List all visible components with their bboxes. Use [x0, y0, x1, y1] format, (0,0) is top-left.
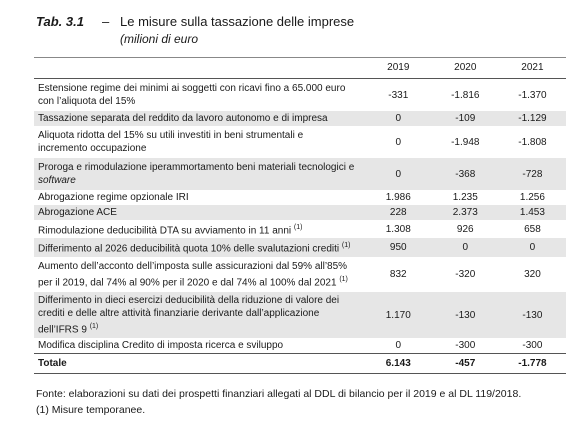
table-row: Estensione regime dei minimi ai soggetti… — [34, 79, 566, 112]
value-cell: 320 — [524, 268, 541, 280]
total-value: -457 — [431, 353, 499, 375]
value-cell: -331 — [388, 89, 409, 101]
row-description: Abrogazione ACE — [34, 205, 365, 220]
footnote: (1) Misure temporanee. — [36, 404, 146, 416]
table-row: Tassazione separata del reddito da lavor… — [34, 111, 566, 126]
value-cell: 1.256 — [519, 192, 545, 203]
value-cell: -300 — [455, 340, 476, 352]
row-description: Proroga e rimodulazione iperammortamento… — [34, 158, 365, 190]
value-cell: 1.986 — [385, 192, 411, 203]
row-description: Aumento dell’acconto dell’imposta sulle … — [34, 257, 365, 292]
description-line: crediti e delle altre attività finanziar… — [38, 307, 320, 319]
description-line: dell’IFRS 9 — [38, 324, 87, 336]
value-cell: -1.370 — [518, 89, 547, 101]
value-cell: 0 — [364, 158, 432, 190]
value-cell: -130 — [431, 291, 499, 339]
total-value: 6.143 — [364, 353, 432, 375]
footnote-marker: (1) — [341, 242, 351, 250]
table-title: Le misure sulla tassazione delle imprese — [120, 14, 355, 29]
row-description: Modifica disciplina Credito di imposta r… — [34, 338, 365, 354]
table-row: Aliquota ridotta del 15% su utili invest… — [34, 126, 566, 158]
table-header-row: 2019 2020 2021 — [34, 57, 566, 79]
value-cell: 1.453 — [498, 205, 566, 220]
value-cell: 658 — [524, 223, 541, 235]
header-desc — [34, 57, 365, 79]
total-label: Totale — [34, 353, 365, 375]
description-line: Abrogazione regime opzionale IRI — [38, 192, 189, 203]
description-line: Differimento in dieci esercizi deducibil… — [38, 294, 340, 306]
description-line: Estensione regime dei minimi ai soggetti… — [38, 83, 346, 94]
description-line: con l’aliquota del 15% — [38, 96, 136, 107]
value-cell: 0 — [498, 238, 566, 257]
value-cell: 0 — [431, 238, 499, 257]
value-cell: -368 — [431, 158, 499, 190]
total-value: -1.778 — [498, 353, 566, 375]
table-row: Rimodulazione deducibilità DTA su avviam… — [34, 220, 566, 238]
value-cell: -1.948 — [451, 136, 480, 148]
source-note: Fonte: elaborazioni su dati dei prospett… — [36, 388, 522, 400]
description-line: software — [38, 175, 76, 186]
description-line: Modifica disciplina Credito di imposta r… — [38, 340, 284, 352]
value-cell: 1.170 — [364, 291, 432, 339]
row-description: Rimodulazione deducibilità DTA su avviam… — [34, 220, 365, 238]
table-number: Tab. 3.1 — [36, 14, 84, 29]
row-description: Estensione regime dei minimi ai soggetti… — [34, 79, 365, 112]
header-year: 2021 — [498, 57, 566, 79]
value-cell: 0 — [364, 111, 432, 126]
description-line: Rimodulazione deducibilità DTA su avviam… — [38, 225, 292, 237]
value-cell: -130 — [498, 291, 566, 339]
value-cell: 0 — [395, 340, 402, 352]
footnote-marker: (1) — [339, 275, 348, 283]
table-row: Abrogazione regime opzionale IRI 1.986 1.2… — [34, 190, 566, 205]
value-cell: 832 — [389, 268, 407, 280]
header-year: 2020 — [431, 57, 499, 79]
footnote-marker: (1) — [293, 224, 303, 231]
description-line: Aliquota ridotta del 15% su utili invest… — [38, 130, 304, 141]
value-cell: -109 — [431, 111, 499, 126]
table-row: Modifica disciplina Credito di imposta r… — [34, 338, 566, 354]
row-description: Aliquota ridotta del 15% su utili invest… — [34, 126, 365, 158]
value-cell: -1.808 — [518, 136, 547, 148]
value-cell: -728 — [498, 158, 566, 190]
row-description: Abrogazione regime opzionale IRI — [34, 190, 365, 205]
description-line: incremento occupazione — [38, 143, 147, 154]
row-description: Differimento al 2026 deducibilità quota … — [34, 238, 365, 257]
value-cell: -300 — [522, 340, 543, 352]
value-cell: 228 — [364, 205, 432, 220]
title-dash: – — [102, 14, 110, 29]
description-line: Tassazione separata del reddito da lavor… — [38, 113, 328, 124]
value-cell: 950 — [364, 238, 432, 257]
table-row: Abrogazione ACE 228 2.373 1.453 — [34, 205, 566, 220]
value-cell: 0 — [395, 136, 402, 148]
description-line: Differimento al 2026 deducibilità quota … — [38, 243, 340, 255]
table-row: Differimento al 2026 deducibilità quota … — [34, 238, 566, 257]
value-cell: -1.816 — [451, 89, 480, 101]
description-line: Aumento dell’acconto dell’imposta sulle … — [38, 260, 348, 272]
value-cell: 1.308 — [385, 223, 411, 235]
value-cell: 1.235 — [452, 192, 478, 203]
table-row: Differimento in dieci esercizi deducibil… — [34, 291, 566, 339]
description-line: Abrogazione ACE — [38, 207, 117, 218]
value-cell: -320 — [455, 268, 476, 280]
description-line: Proroga e rimodulazione iperammortamento… — [38, 162, 355, 173]
table-row: Aumento dell’acconto dell’imposta sulle … — [34, 257, 566, 292]
description-line: per il 2019, dal 74% al 90% per il 2020 … — [38, 276, 337, 288]
value-cell: 2.373 — [431, 205, 499, 220]
value-cell: 926 — [456, 223, 474, 235]
table-subtitle: (milioni di euro — [120, 32, 199, 46]
row-description: Tassazione separata del reddito da lavor… — [34, 111, 365, 126]
header-year: 2019 — [364, 57, 432, 79]
footnote-marker: (1) — [89, 322, 99, 330]
total-row: Totale 6.143 -457 -1.778 — [34, 353, 566, 375]
row-description: Differimento in dieci esercizi deducibil… — [34, 291, 365, 339]
value-cell: -1.129 — [498, 111, 566, 126]
tax-measures-table: 2019 2020 2021 Estensione regime dei min… — [34, 57, 566, 375]
table-body: Estensione regime dei minimi ai soggetti… — [34, 79, 566, 375]
table-row: Proroga e rimodulazione iperammortamento… — [34, 158, 566, 190]
